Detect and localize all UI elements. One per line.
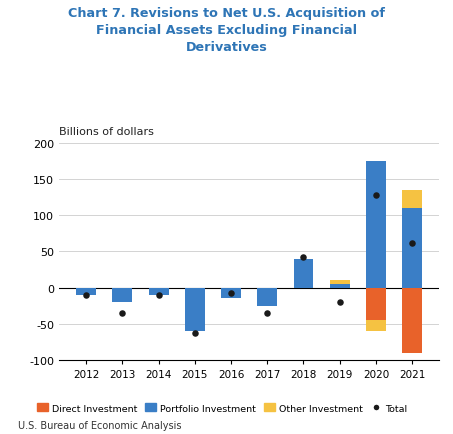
Point (155, 292, 162, 299)
Bar (112, 288, 132, 302)
Point (119, 310, 126, 317)
Point (227, 290, 235, 297)
Point (264, 310, 271, 317)
Bar (294, 259, 313, 288)
Bar (366, 161, 386, 288)
Legend: Direct Investment, Portfolio Investment, Other Investment, Total: Direct Investment, Portfolio Investment,… (33, 400, 411, 416)
Bar (330, 281, 350, 284)
Text: U.S. Bureau of Economic Analysis: U.S. Bureau of Economic Analysis (18, 420, 182, 430)
Bar (402, 288, 422, 353)
Bar (366, 320, 386, 331)
Point (336, 299, 343, 306)
Bar (149, 288, 169, 295)
Bar (257, 288, 277, 306)
Text: Chart 7. Revisions to Net U.S. Acquisition of
Financial Assets Excluding Financi: Chart 7. Revisions to Net U.S. Acquisiti… (68, 7, 385, 53)
Text: Billions of dollars: Billions of dollars (59, 127, 154, 137)
Bar (366, 288, 386, 320)
Bar (330, 284, 350, 288)
Point (191, 329, 198, 336)
Bar (76, 288, 96, 295)
Point (409, 240, 416, 247)
Point (82, 292, 90, 299)
Bar (185, 288, 205, 331)
Point (300, 254, 307, 261)
Bar (221, 288, 241, 299)
Bar (402, 190, 422, 208)
Point (372, 192, 380, 199)
Bar (402, 208, 422, 288)
